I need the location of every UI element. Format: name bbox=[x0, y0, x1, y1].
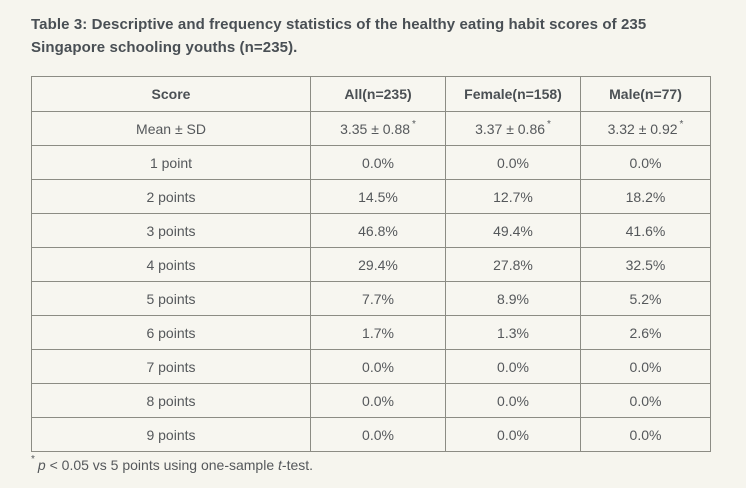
mean-cell-male: 3.32 ± 0.92 * bbox=[580, 111, 711, 146]
cell-female: 0.0% bbox=[445, 417, 581, 452]
column-header-female: Female(n=158) bbox=[445, 76, 581, 112]
cell-male: 0.0% bbox=[580, 349, 711, 384]
table-row: 9 points 0.0% 0.0% 0.0% bbox=[31, 417, 711, 452]
cell-male: 5.2% bbox=[580, 281, 711, 316]
footnote-p-symbol: p bbox=[37, 457, 46, 473]
footnote: * p < 0.05 vs 5 points using one-sample t… bbox=[31, 454, 720, 473]
significance-marker: * bbox=[412, 118, 416, 130]
cell-male: 0.0% bbox=[580, 145, 711, 180]
cell-all: 46.8% bbox=[310, 213, 446, 248]
table-row: 5 points 7.7% 8.9% 5.2% bbox=[31, 281, 711, 316]
row-label: 3 points bbox=[31, 213, 311, 248]
column-header-male: Male(n=77) bbox=[580, 76, 711, 112]
cell-all: 7.7% bbox=[310, 281, 446, 316]
table-row: 6 points 1.7% 1.3% 2.6% bbox=[31, 315, 711, 350]
cell-female: 1.3% bbox=[445, 315, 581, 350]
statistics-table: Score All(n=235) Female(n=158) Male(n=77… bbox=[31, 76, 711, 452]
header-row: Score All(n=235) Female(n=158) Male(n=77… bbox=[31, 76, 711, 112]
mean-value: 3.37 ± 0.86 bbox=[475, 120, 546, 137]
footnote-text: < 0.05 vs 5 points using one-sample bbox=[45, 457, 279, 473]
table-row: 3 points 46.8% 49.4% 41.6% bbox=[31, 213, 711, 248]
cell-male: 2.6% bbox=[580, 315, 711, 350]
table-row: 4 points 29.4% 27.8% 32.5% bbox=[31, 247, 711, 282]
cell-female: 12.7% bbox=[445, 179, 581, 214]
cell-male: 32.5% bbox=[580, 247, 711, 282]
cell-all: 29.4% bbox=[310, 247, 446, 282]
mean-sd-row: Mean ± SD 3.35 ± 0.88 * 3.37 ± 0.86 * 3.32… bbox=[31, 111, 711, 146]
table-row: 8 points 0.0% 0.0% 0.0% bbox=[31, 383, 711, 418]
cell-all: 0.0% bbox=[310, 145, 446, 180]
cell-male: 0.0% bbox=[580, 417, 711, 452]
footnote-marker: * bbox=[31, 454, 35, 466]
row-label: 4 points bbox=[31, 247, 311, 282]
row-label: 2 points bbox=[31, 179, 311, 214]
row-label: Mean ± SD bbox=[31, 111, 311, 146]
cell-male: 41.6% bbox=[580, 213, 711, 248]
column-header-score: Score bbox=[31, 76, 311, 112]
table-row: 2 points 14.5% 12.7% 18.2% bbox=[31, 179, 711, 214]
row-label: 5 points bbox=[31, 281, 311, 316]
mean-cell-all: 3.35 ± 0.88 * bbox=[310, 111, 446, 146]
cell-female: 0.0% bbox=[445, 383, 581, 418]
cell-female: 8.9% bbox=[445, 281, 581, 316]
footnote-t-symbol: t bbox=[278, 457, 282, 473]
mean-cell-female: 3.37 ± 0.86 * bbox=[445, 111, 581, 146]
cell-all: 0.0% bbox=[310, 417, 446, 452]
significance-marker: * bbox=[679, 118, 684, 130]
row-label: 7 points bbox=[31, 349, 311, 384]
cell-female: 0.0% bbox=[445, 145, 581, 180]
footnote-text-end: -test. bbox=[281, 457, 314, 473]
row-label: 6 points bbox=[31, 315, 311, 350]
cell-all: 1.7% bbox=[310, 315, 446, 350]
significance-marker: * bbox=[547, 118, 551, 130]
row-label: 1 point bbox=[31, 145, 311, 180]
cell-female: 27.8% bbox=[445, 247, 581, 282]
row-label: 9 points bbox=[31, 417, 311, 452]
cell-male: 0.0% bbox=[580, 383, 711, 418]
table-caption: Table 3: Descriptive and frequency stati… bbox=[31, 16, 647, 56]
table-row: 1 point 0.0% 0.0% 0.0% bbox=[31, 145, 711, 180]
cell-male: 18.2% bbox=[580, 179, 711, 214]
mean-value: 3.32 ± 0.92 bbox=[607, 120, 678, 137]
row-label: 8 points bbox=[31, 383, 311, 418]
cell-female: 0.0% bbox=[445, 349, 581, 384]
column-header-all: All(n=235) bbox=[310, 76, 446, 112]
cell-female: 49.4% bbox=[445, 213, 581, 248]
cell-all: 0.0% bbox=[310, 383, 446, 418]
table-row: 7 points 0.0% 0.0% 0.0% bbox=[31, 349, 711, 384]
cell-all: 0.0% bbox=[310, 349, 446, 384]
mean-value: 3.35 ± 0.88 bbox=[340, 120, 411, 137]
cell-all: 14.5% bbox=[310, 179, 446, 214]
